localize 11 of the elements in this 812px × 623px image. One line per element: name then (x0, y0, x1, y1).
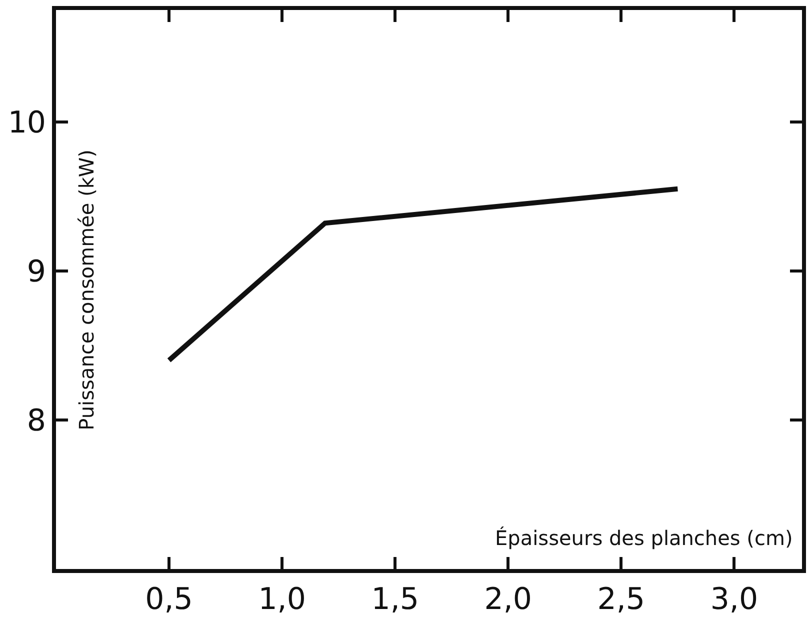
x-tick-label: 3,0 (710, 582, 758, 617)
y-tick-label: 8 (26, 403, 46, 438)
x-tick-label: 2,0 (484, 582, 532, 617)
y-tick-label: 10 (8, 105, 46, 140)
x-tick-label: 1,5 (371, 582, 419, 617)
y-tick-label: 9 (26, 254, 46, 290)
x-tick-label: 1,0 (258, 582, 306, 617)
x-tick-label: 0,5 (145, 582, 193, 617)
x-axis-title: Épaisseurs des planches (cm) (495, 526, 793, 550)
y-axis-title: Puissance consommée (kW) (74, 149, 98, 430)
x-tick-label: 2,5 (597, 582, 646, 617)
